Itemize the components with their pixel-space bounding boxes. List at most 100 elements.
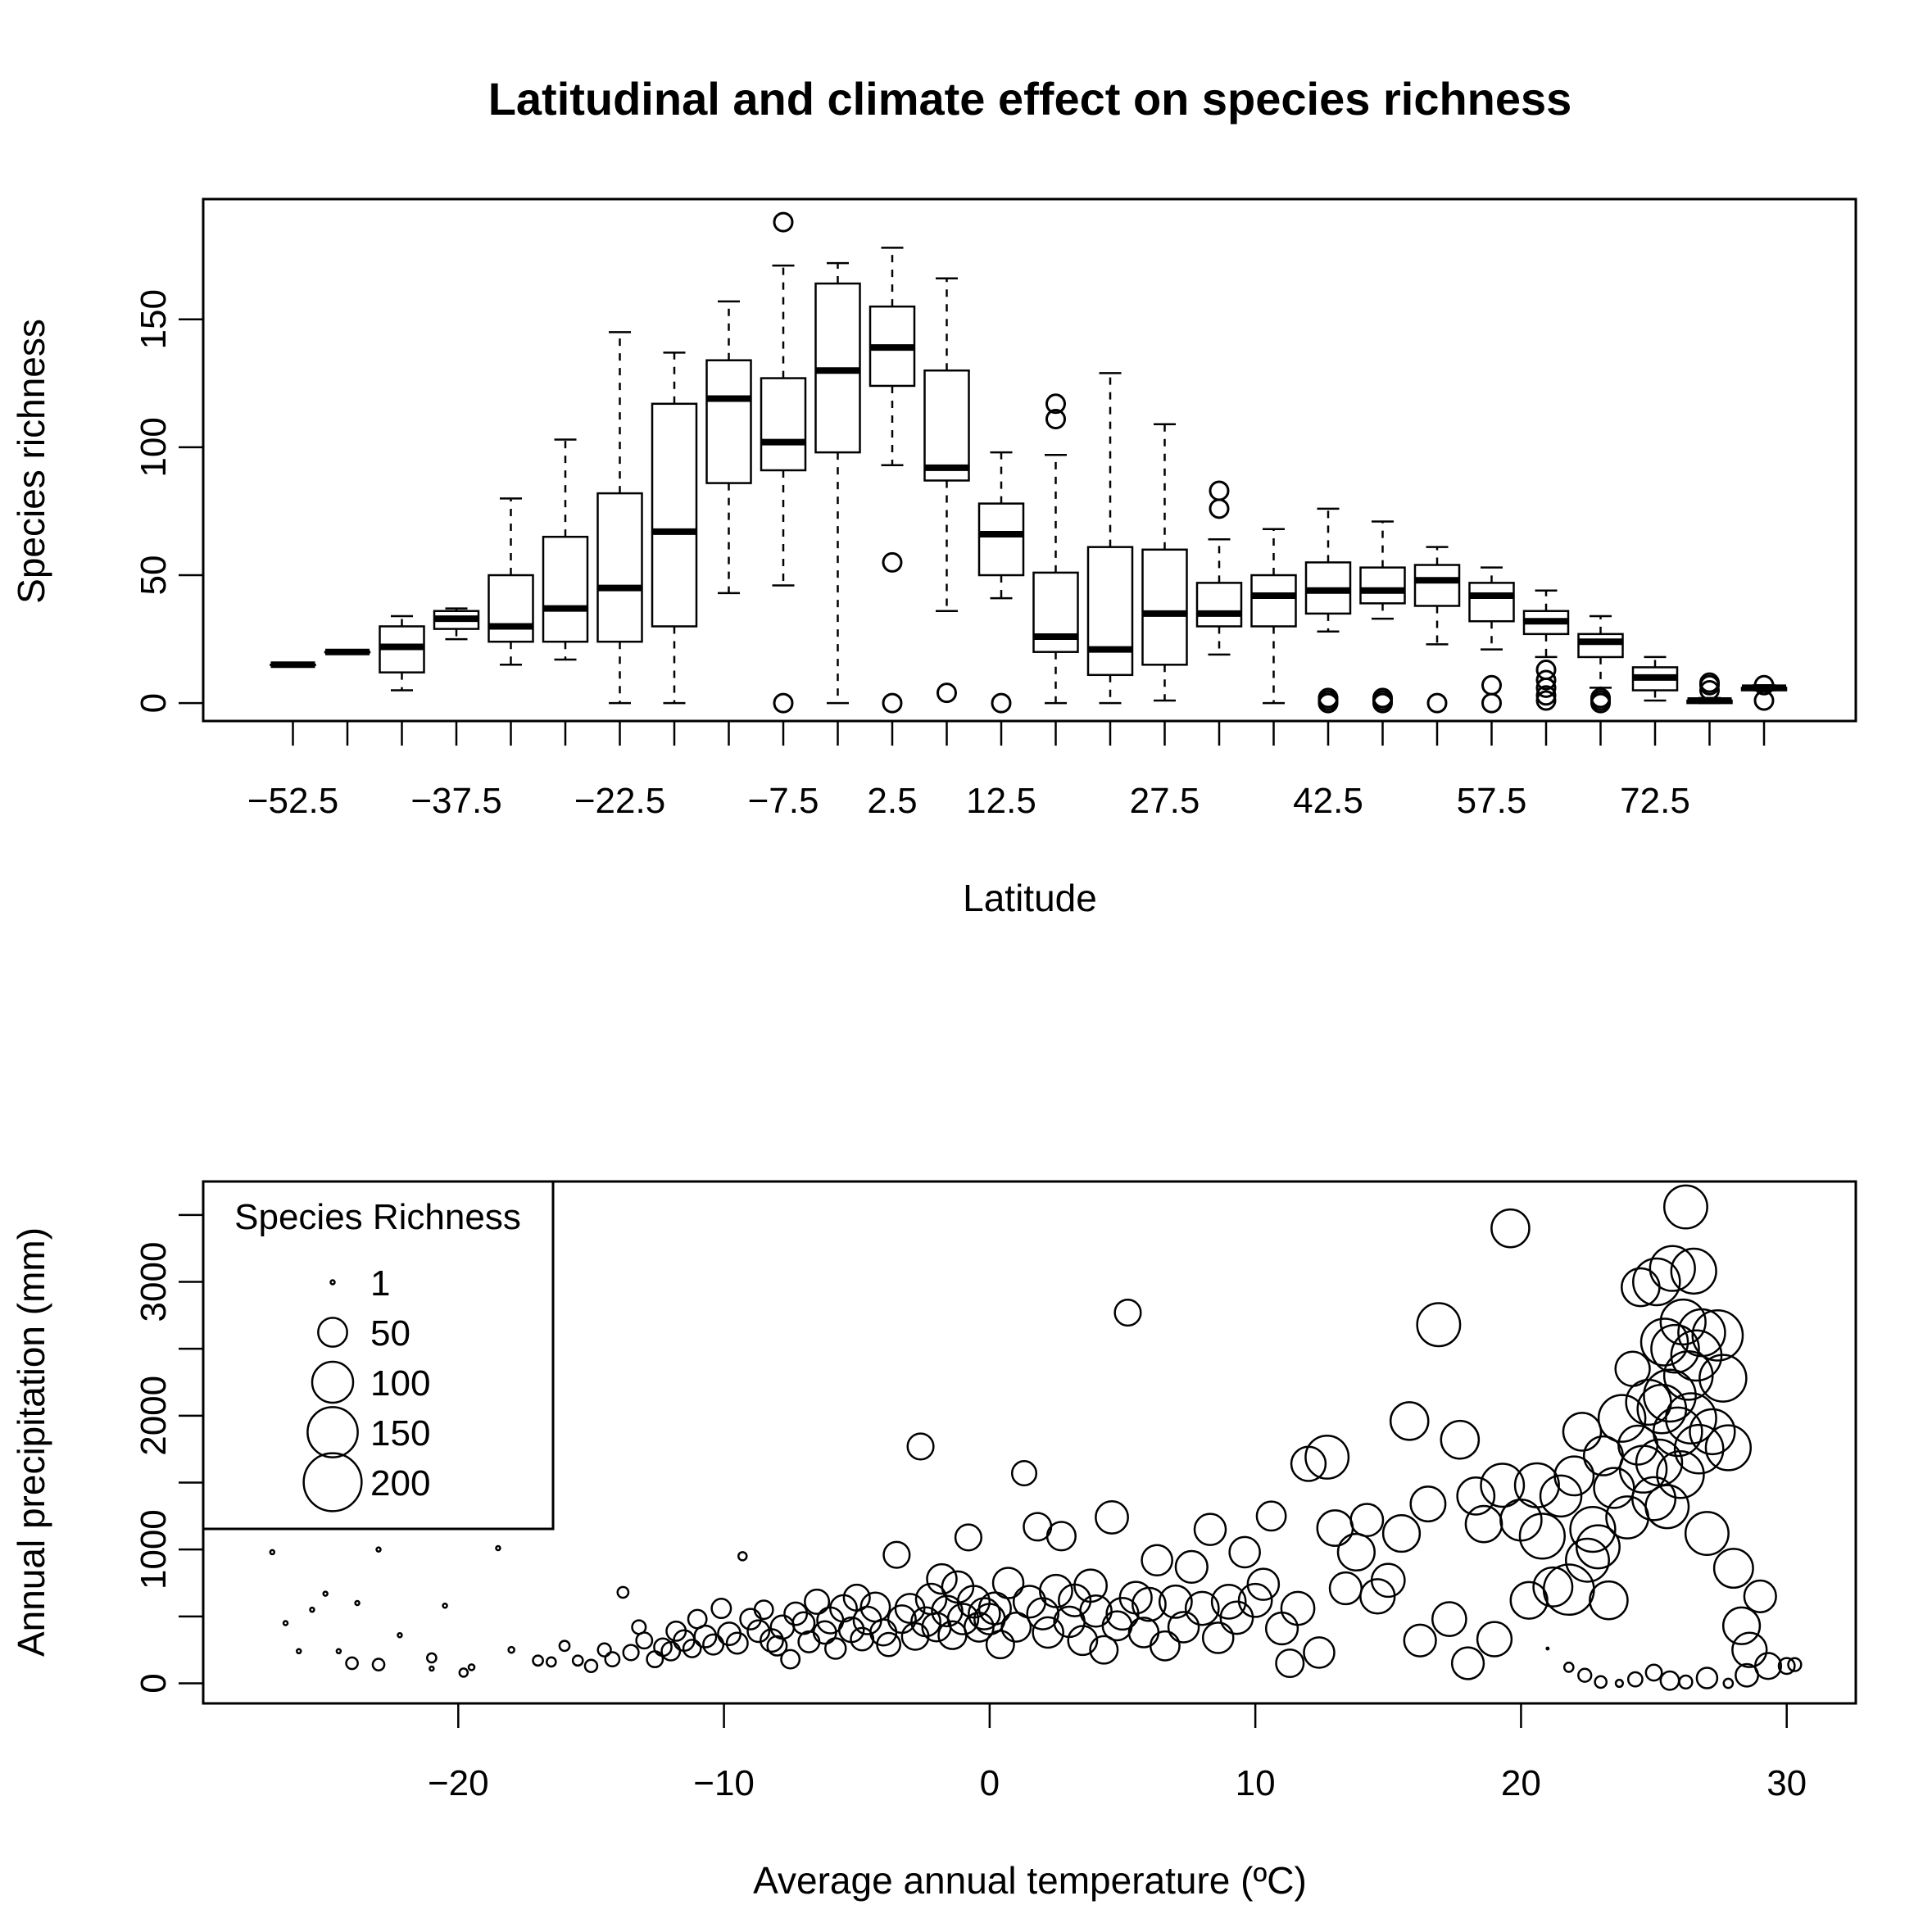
scatter-point [1456, 1476, 1496, 1516]
outlier-point [937, 683, 957, 704]
scatter-point [322, 1590, 329, 1597]
scatter-point [783, 1601, 809, 1626]
scatter-point [495, 1544, 501, 1552]
y-tick-label: 150 [134, 289, 174, 349]
scatter-point [1067, 1625, 1099, 1657]
scatter-point [1597, 1394, 1647, 1443]
scatter-point [269, 1549, 276, 1556]
box-group [1686, 672, 1733, 705]
scatter-point [1255, 1500, 1287, 1532]
scatter-point [583, 1658, 599, 1674]
scatter-point [1777, 1657, 1796, 1676]
scatter-point [1032, 1616, 1064, 1649]
legend-label: 150 [370, 1413, 430, 1454]
scatter-point [1370, 1562, 1406, 1599]
box [488, 574, 534, 643]
x-tick-label: 10 [1236, 1763, 1276, 1803]
box-group [1304, 507, 1352, 714]
scatter-point [1095, 1500, 1129, 1535]
scatter-point [1731, 1631, 1768, 1668]
scatter-point [467, 1663, 476, 1671]
x-tick-label: −22.5 [574, 781, 665, 821]
scatter-point [946, 1603, 980, 1635]
box-group [705, 300, 752, 595]
scatter-point [1079, 1594, 1113, 1628]
scatter-point [596, 1642, 612, 1658]
x-tick-label: 12.5 [966, 781, 1036, 821]
scatter-point [558, 1639, 571, 1653]
legend-symbol [306, 1406, 359, 1458]
scatter-point [1665, 1392, 1717, 1444]
box [1250, 574, 1297, 628]
box [705, 359, 752, 484]
scatter-point [1753, 1652, 1783, 1680]
scatter-point [1264, 1611, 1299, 1646]
scatter-point [1614, 1678, 1624, 1689]
scatter-point [1158, 1584, 1193, 1619]
scatter-point [1113, 1299, 1142, 1327]
scatter-point [985, 1630, 1015, 1660]
x-tick-label: −37.5 [410, 781, 501, 821]
x-tick-label: 72.5 [1620, 781, 1690, 821]
box-group [814, 261, 861, 705]
scatter-point [309, 1606, 315, 1613]
outlier-point [991, 692, 1012, 714]
x-tick-label: −52.5 [247, 781, 338, 821]
scatter-y-axis: 0 1000 2000 3000 [134, 1213, 203, 1694]
scatter-point [1303, 1636, 1336, 1669]
scatter-point [1210, 1584, 1247, 1620]
scatter-point [1280, 1590, 1316, 1626]
y-tick-label: 3000 [134, 1242, 174, 1322]
box [1468, 582, 1515, 623]
x-tick-label: 30 [1766, 1763, 1807, 1803]
scatter-point [426, 1652, 438, 1664]
scatter-point [1684, 1511, 1730, 1557]
scatter-point [571, 1654, 584, 1667]
scatter-point [1389, 1401, 1430, 1441]
box-group [1032, 393, 1079, 705]
scatter-point [1644, 1484, 1690, 1530]
scatter-point [1290, 1445, 1327, 1482]
scatter-point [1403, 1623, 1437, 1658]
legend-label: 1 [370, 1263, 390, 1304]
outlier-point [1753, 674, 1775, 696]
scatter-point [1594, 1675, 1608, 1689]
scatter-point [1659, 1670, 1680, 1691]
scatter-point [1193, 1512, 1227, 1546]
scatter-point [824, 1637, 847, 1660]
scatter-point [1073, 1568, 1109, 1603]
scatter-point [1743, 1579, 1777, 1613]
scatter-point [1440, 1419, 1481, 1460]
legend-symbol [317, 1317, 348, 1348]
legend-box [202, 1180, 555, 1531]
scatter-point [804, 1588, 831, 1615]
box-group [1631, 655, 1679, 702]
y-tick-label: 100 [134, 417, 174, 477]
outlier-point [1045, 393, 1066, 415]
scatter-point [739, 1608, 762, 1630]
y-tick-label: 0 [134, 1673, 174, 1693]
scatter-point [616, 1585, 630, 1599]
scatter-point [1689, 1408, 1736, 1456]
scatter-point [345, 1656, 359, 1671]
box [1141, 548, 1188, 666]
scatter-point [1219, 1600, 1254, 1635]
outlier-point [1209, 480, 1230, 501]
scatter-point [1490, 1208, 1531, 1249]
scatter-point [682, 1639, 702, 1658]
scatter-point [1722, 1677, 1735, 1689]
scatter-point [1509, 1581, 1549, 1620]
scatter-point [622, 1644, 640, 1662]
scatter-point [1349, 1503, 1385, 1538]
outlier-point [1535, 660, 1557, 681]
box-group [651, 351, 698, 705]
scatter-point [1141, 1544, 1173, 1577]
scatter-point [1545, 1646, 1550, 1651]
x-tick-label: 20 [1501, 1763, 1541, 1803]
scatter-point [1632, 1257, 1681, 1307]
scatter-point [1631, 1476, 1677, 1522]
scatter-point [1416, 1302, 1462, 1348]
boxplot-y-axis-title: Species richness [10, 319, 52, 604]
scatter-point [1621, 1267, 1661, 1308]
scatter-point [1589, 1580, 1629, 1621]
